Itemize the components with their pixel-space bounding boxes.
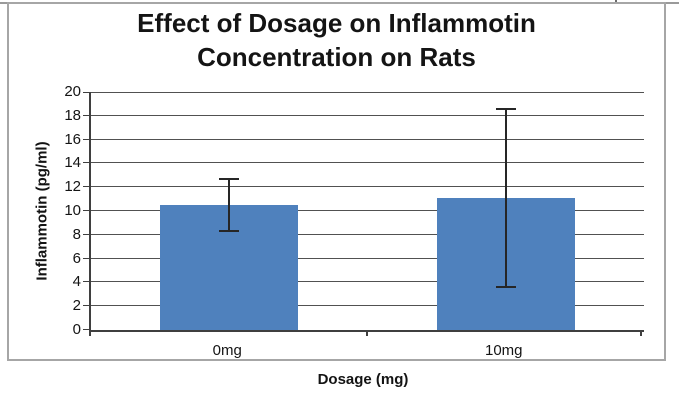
x-tick-2 [640,330,642,336]
error-bar-line-10mg [504,108,507,288]
gridline-y-16 [91,138,644,140]
y-tick-label-10: 10 [64,202,81,219]
y-tick-label-14: 14 [64,154,81,172]
gridline-y-6 [91,257,644,259]
error-bar-cap-bottom-10mg [495,286,516,289]
gridline-y-10 [91,210,644,211]
gridline-y-18 [91,114,644,116]
gridline-y-8 [91,233,644,235]
gridline-y-20 [91,92,644,93]
gridline-y-12 [91,186,644,188]
y-tick-2 [83,305,89,307]
chart-title: Effect of Dosage on Inflammotin Concentr… [9,6,664,74]
y-tick-label-6: 6 [72,249,81,267]
y-tick-label-16: 16 [64,130,81,148]
y-tick-label-8: 8 [72,225,81,243]
y-tick-16 [83,138,89,140]
y-tick-4 [83,281,89,283]
y-tick-label-12: 12 [64,178,81,196]
y-tick-12 [83,186,89,188]
y-tick-8 [83,233,89,235]
category-label-0mg: 0mg [212,342,242,359]
category-label-10mg: 10mg [484,342,523,359]
gridline-y-4 [91,281,644,283]
y-tick-label-18: 18 [64,106,81,124]
y-tick-6 [83,257,89,259]
gridline-y-2 [91,305,644,307]
y-tick-20 [83,92,89,93]
y-tick-18 [83,114,89,116]
chart-area: Effect of Dosage on Inflammotin Concentr… [7,2,666,361]
error-bar-cap-top-0mg [219,177,240,180]
gridline-y-14 [91,162,644,164]
y-tick-label-4: 4 [72,273,81,291]
error-bar-line-0mg [228,178,231,232]
x-tick-1 [365,330,368,336]
y-tick-14 [83,162,89,164]
y-tick-label-0: 0 [72,321,81,338]
y-tick-label-2: 2 [72,297,81,315]
x-axis-title: Dosage (mg) [317,371,409,388]
chart-title-line-2: Concentration on Rats [197,42,476,72]
error-bar-cap-bottom-0mg [219,230,240,233]
plot-area [89,92,644,332]
y-tick-0 [83,329,89,330]
x-tick-0 [89,330,91,336]
error-bar-cap-top-10mg [495,107,516,110]
y-tick-label-20: 20 [64,83,81,100]
chart-title-line-1: Effect of Dosage on Inflammotin [137,8,536,38]
y-tick-10 [83,210,89,211]
